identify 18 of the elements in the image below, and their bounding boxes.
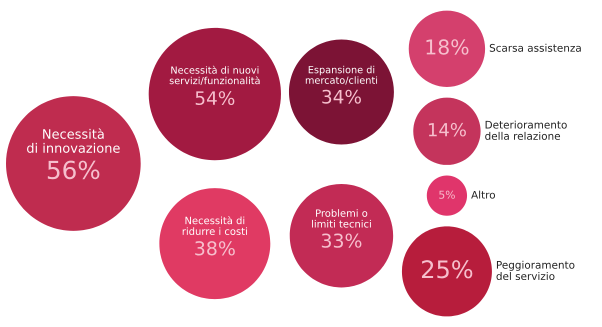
data-label: 14% [428, 122, 466, 136]
data-label: 56% [48, 160, 100, 180]
category-label: Scarsa assistenza [490, 44, 581, 52]
category-label: Peggioramento del servizio [496, 260, 574, 280]
category-label: Necessità di innovazione [27, 128, 120, 153]
category-label: Necessità di nuovi servizi/funzionalità [170, 66, 260, 86]
data-label: 18% [426, 39, 468, 55]
category-label: Problemi o limiti tecnici [312, 209, 371, 228]
data-label: 25% [422, 260, 472, 278]
data-label: 38% [195, 241, 235, 256]
data-label: 33% [322, 234, 362, 248]
category-label: Deterioramento della relazione [485, 120, 567, 140]
data-label: 5% [439, 190, 455, 199]
category-label: Altro [471, 190, 496, 199]
data-label: 54% [196, 91, 234, 106]
category-label: Espansione di mercato/clienti [306, 66, 378, 85]
data-label: 34% [322, 90, 361, 104]
category-label: Necessità di ridurre i costi [182, 216, 247, 236]
